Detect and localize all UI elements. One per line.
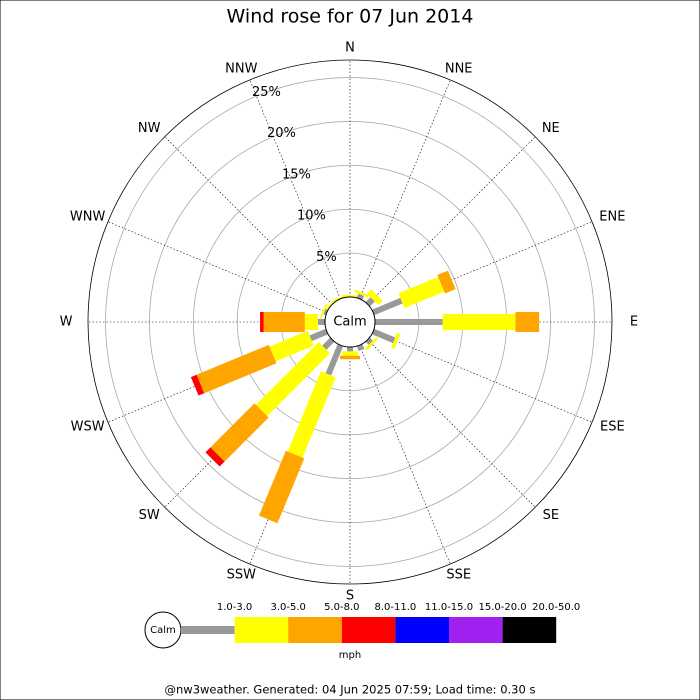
legend-label: 15.0-20.0 bbox=[479, 602, 527, 613]
radial-line bbox=[372, 331, 593, 423]
direction-label: W bbox=[60, 315, 73, 330]
bar-segment bbox=[322, 337, 335, 350]
legend-swatch bbox=[181, 626, 235, 634]
direction-label: ESE bbox=[600, 419, 625, 434]
direction-label: WNW bbox=[70, 210, 106, 225]
r-tick-label: 5% bbox=[316, 250, 337, 265]
direction-label: SW bbox=[139, 508, 160, 523]
bar-segment bbox=[398, 276, 445, 309]
radial-line bbox=[359, 344, 451, 565]
legend-label: 20.0-50.0 bbox=[532, 602, 580, 613]
direction-label: NE bbox=[542, 121, 560, 136]
bar-segment bbox=[371, 328, 396, 344]
direction-label: WSW bbox=[71, 419, 105, 434]
radial-line bbox=[367, 339, 536, 508]
grid-ring bbox=[105, 77, 595, 567]
bar-segment bbox=[356, 343, 365, 352]
bar-segment bbox=[258, 450, 305, 524]
legend-swatch bbox=[395, 617, 449, 643]
calm-circle bbox=[324, 296, 376, 348]
bar-segment bbox=[391, 332, 401, 350]
bar-segment bbox=[325, 343, 344, 376]
bar-segment bbox=[353, 289, 370, 298]
bar-segment bbox=[366, 289, 383, 306]
legend-swatch bbox=[234, 617, 289, 643]
radial-line bbox=[107, 221, 328, 313]
direction-label: N bbox=[345, 41, 355, 56]
direction-label: SE bbox=[543, 508, 559, 523]
direction-label: NW bbox=[138, 121, 161, 136]
legend-swatch bbox=[502, 617, 557, 643]
bar-segment bbox=[371, 297, 403, 316]
bar-segment bbox=[287, 371, 336, 458]
legend-swatch bbox=[449, 617, 503, 643]
legend-swatch bbox=[288, 617, 342, 643]
legend-label: 11.0-15.0 bbox=[425, 602, 473, 613]
direction-label: E bbox=[630, 315, 638, 330]
r-tick-label: 25% bbox=[252, 85, 281, 100]
bar-segment bbox=[205, 447, 225, 467]
bar-segment bbox=[319, 303, 328, 319]
bar-segment bbox=[365, 337, 379, 351]
unit-label: mph bbox=[339, 650, 361, 661]
r-tick-label: 15% bbox=[282, 167, 311, 182]
bar-segment bbox=[210, 403, 269, 462]
radial-line bbox=[367, 136, 536, 305]
bar-segment bbox=[437, 270, 456, 294]
direction-label: NNW bbox=[225, 61, 257, 76]
r-tick-label: 10% bbox=[297, 209, 326, 224]
bar-segment bbox=[196, 344, 277, 394]
chart-title: Wind rose for 07 Jun 2014 bbox=[227, 6, 474, 28]
calm-label: Calm bbox=[333, 315, 366, 330]
outer-circle bbox=[87, 59, 613, 585]
direction-label: SSW bbox=[227, 568, 257, 583]
legend-label: 5.0-8.0 bbox=[324, 602, 359, 613]
r-tick-label: 20% bbox=[267, 126, 296, 141]
bar-segment bbox=[356, 293, 365, 301]
legend-label: 8.0-11.0 bbox=[375, 602, 417, 613]
radial-line bbox=[249, 79, 341, 300]
radial-line bbox=[359, 79, 451, 300]
radial-line bbox=[164, 136, 333, 305]
direction-label: S bbox=[346, 589, 354, 604]
legend-label: 1.0-3.0 bbox=[217, 602, 252, 613]
bar-segment bbox=[190, 374, 205, 396]
bar-segment bbox=[309, 328, 329, 342]
bar-segment bbox=[365, 337, 373, 345]
legend-label: 3.0-5.0 bbox=[270, 602, 305, 613]
legend-swatch bbox=[341, 617, 396, 643]
direction-label: SSE bbox=[446, 568, 471, 583]
bar-segment bbox=[255, 342, 330, 417]
legend-calm-label: Calm bbox=[150, 625, 176, 636]
bar-segment bbox=[365, 297, 375, 307]
bar-segment bbox=[269, 330, 314, 362]
footer: @nw3weather. Generated: 04 Jun 2025 07:5… bbox=[165, 683, 536, 697]
direction-label: ENE bbox=[599, 210, 625, 225]
direction-label: NNE bbox=[445, 61, 473, 76]
